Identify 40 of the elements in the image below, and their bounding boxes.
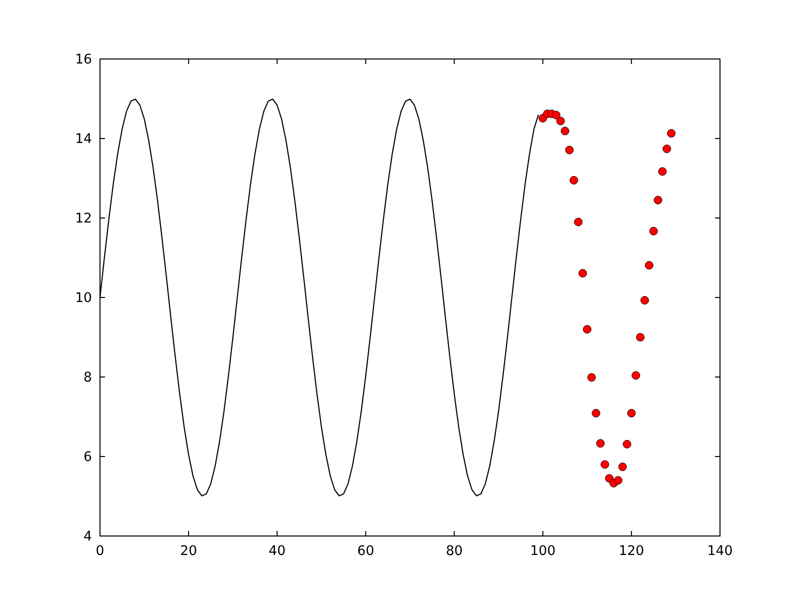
y-tick-label: 8 xyxy=(84,370,92,386)
point xyxy=(636,333,645,342)
point xyxy=(654,196,662,204)
x-tick-label: 0 xyxy=(96,544,104,559)
y-tick-label: 6 xyxy=(84,450,92,466)
point xyxy=(587,373,596,382)
point xyxy=(618,462,627,472)
point xyxy=(570,176,578,184)
point xyxy=(622,440,632,448)
point xyxy=(614,476,622,485)
point xyxy=(600,460,610,469)
y-tick-label: 16 xyxy=(75,52,92,68)
x-tick-label: 140 xyxy=(707,544,733,559)
x-tick-label: 120 xyxy=(618,544,644,559)
point xyxy=(667,129,676,138)
point xyxy=(662,144,672,154)
point xyxy=(556,116,565,126)
point xyxy=(596,439,605,448)
x-tick-label: 60 xyxy=(357,544,374,559)
y-tick-label: 14 xyxy=(75,132,92,148)
point xyxy=(560,126,570,136)
y-tick-label: 12 xyxy=(75,212,92,227)
y-tick-label: 4 xyxy=(84,530,92,545)
point xyxy=(578,269,587,278)
point xyxy=(565,146,574,154)
point xyxy=(658,167,667,176)
point xyxy=(592,408,600,418)
point xyxy=(640,296,649,305)
point xyxy=(649,226,658,236)
point xyxy=(552,110,560,120)
x-tick-label: 20 xyxy=(180,544,198,559)
point xyxy=(644,261,654,270)
x-tick-label: 40 xyxy=(268,544,286,559)
point xyxy=(627,408,636,418)
x-tick-label: 100 xyxy=(530,544,556,559)
y-tick-label: 10 xyxy=(75,291,92,306)
point xyxy=(574,218,583,226)
point xyxy=(632,371,640,380)
x-tick-label: 80 xyxy=(446,544,463,559)
point xyxy=(582,325,592,334)
